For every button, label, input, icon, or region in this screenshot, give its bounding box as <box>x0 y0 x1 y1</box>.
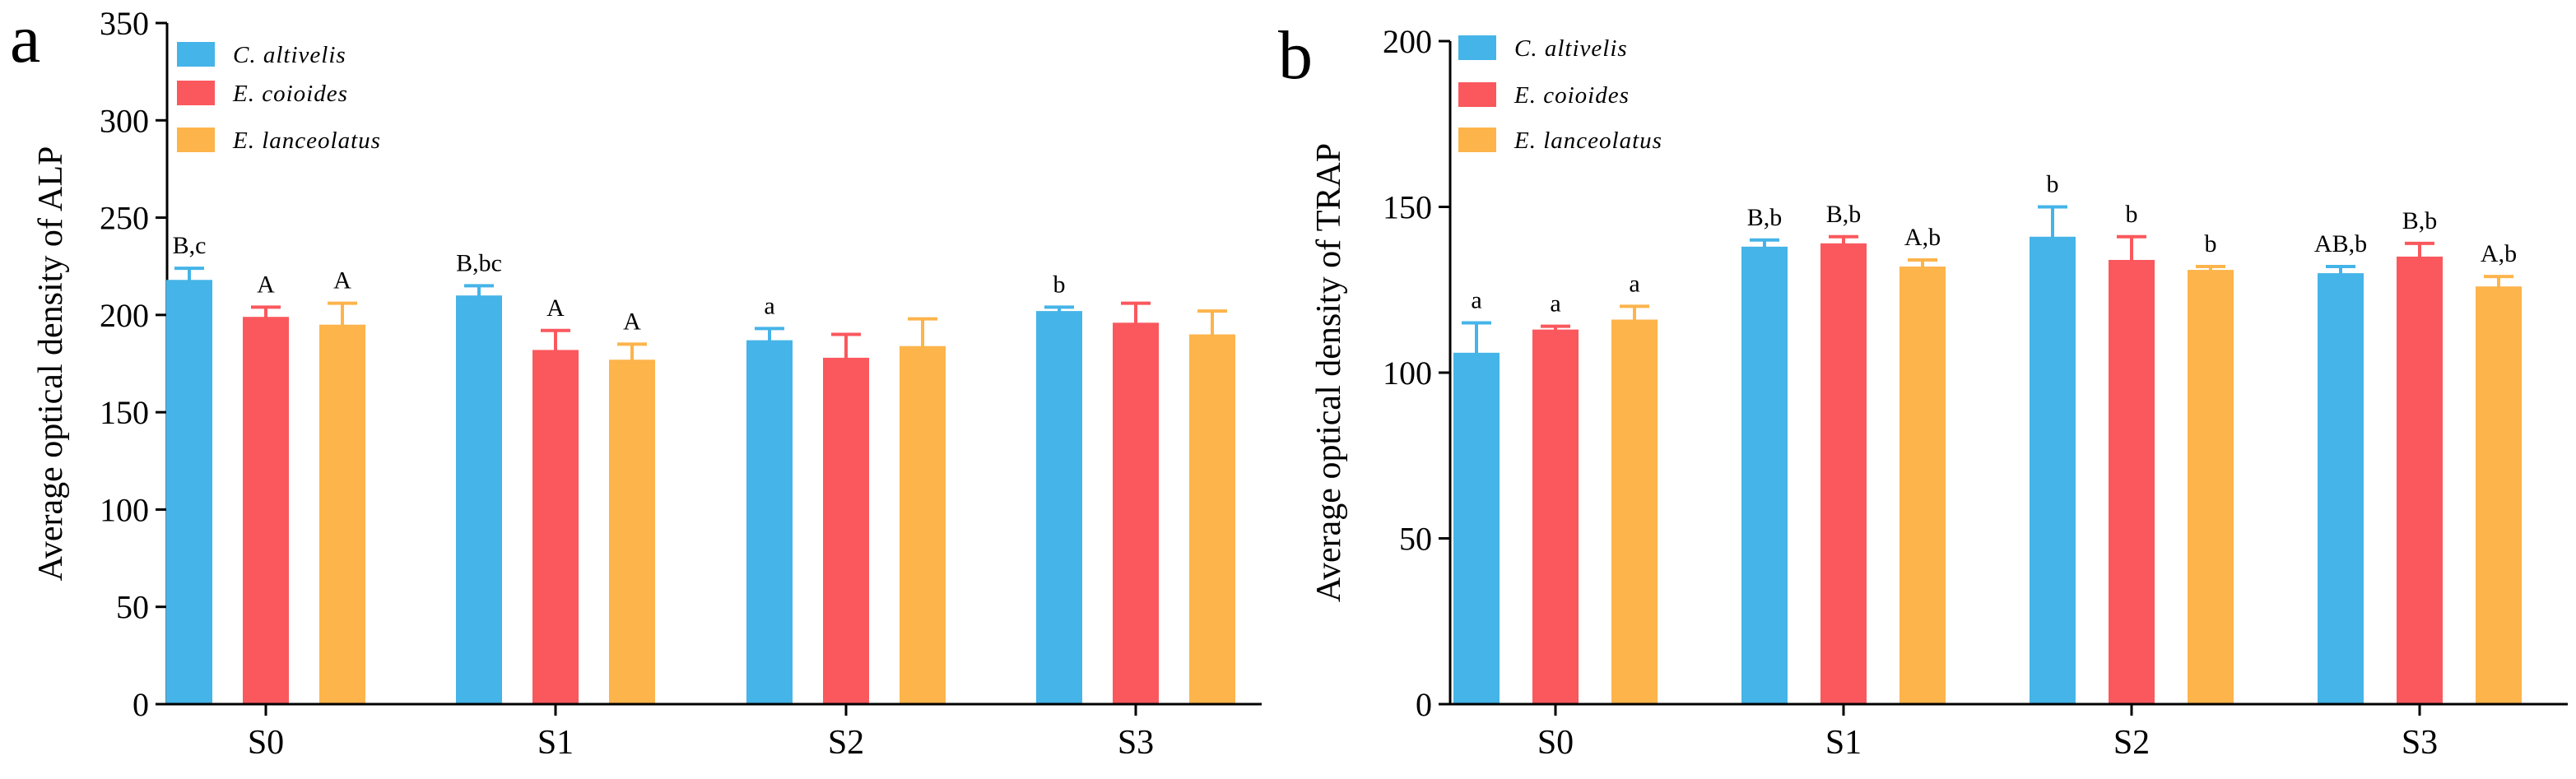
y-tick-label: 50 <box>116 589 149 626</box>
bar <box>2318 273 2364 703</box>
bar <box>823 357 869 703</box>
bar <box>1899 267 1946 703</box>
y-tick-label: 350 <box>100 5 149 42</box>
significance-label: AB,b <box>2314 230 2367 257</box>
bar <box>456 295 502 703</box>
bar <box>1113 322 1159 703</box>
x-tick-label: S1 <box>537 724 574 762</box>
y-tick-label: 250 <box>100 200 149 237</box>
bar <box>166 280 212 703</box>
significance-label: b <box>2205 230 2217 257</box>
legend-label: E. coioides <box>1514 82 1630 109</box>
legend-label: C. altivelis <box>1514 35 1628 62</box>
legend-label: E. lanceolatus <box>232 128 381 154</box>
legend-label: E. lanceolatus <box>1514 128 1662 154</box>
significance-label: B,b <box>1826 201 1862 228</box>
bar <box>2476 286 2522 703</box>
significance-label: b <box>2126 201 2138 228</box>
legend-swatch <box>1458 82 1496 107</box>
significance-label: A,b <box>1904 224 1941 251</box>
bar <box>1532 329 1579 703</box>
bar <box>319 324 365 703</box>
bar <box>746 340 793 703</box>
y-axis-title: Average optical density of ALP <box>32 146 70 582</box>
y-tick-label: 200 <box>100 297 149 334</box>
significance-label: a <box>1629 270 1639 297</box>
x-tick-label: S1 <box>1825 724 1862 762</box>
y-tick-label: 300 <box>100 102 149 139</box>
x-tick-label: S3 <box>1118 724 1154 762</box>
x-tick-label: S2 <box>828 724 864 762</box>
bar <box>1741 246 1788 703</box>
significance-label: B,b <box>1747 204 1783 231</box>
bar <box>900 345 946 703</box>
bar <box>2188 270 2234 703</box>
y-tick-label: 200 <box>1383 23 1432 60</box>
bar <box>609 359 655 703</box>
y-tick-label: 150 <box>1383 189 1432 226</box>
legend-swatch <box>1458 35 1496 60</box>
y-tick-label: 0 <box>1416 686 1432 723</box>
panel-label: b <box>1278 17 1313 94</box>
legend-swatch <box>177 128 215 152</box>
bar <box>1820 243 1867 703</box>
legend: C. altivelis E. coioides E. lanceolatus <box>1458 35 1662 154</box>
x-tick-label: S0 <box>1537 724 1574 762</box>
legend-label: E. coioides <box>232 81 348 107</box>
y-tick-label: 50 <box>1399 521 1432 558</box>
bar <box>1611 319 1658 703</box>
significance-label: B,bc <box>456 249 502 276</box>
significance-label: B,b <box>2402 207 2438 234</box>
legend-label: C. altivelis <box>233 42 346 68</box>
chart-panel-b: b 0 50 100 150 200 Average optical density of … <box>1278 17 2568 762</box>
bar <box>2109 259 2155 703</box>
significance-label: b <box>2047 171 2059 198</box>
legend-swatch <box>1458 128 1496 152</box>
legend: C. altivelis E. coioides E. lanceolatus <box>177 42 381 154</box>
y-tick-label: 100 <box>100 491 149 528</box>
significance-label: a <box>1550 290 1560 318</box>
bar <box>2030 236 2076 703</box>
significance-label: a <box>1471 287 1481 314</box>
bar <box>2397 256 2443 703</box>
significance-label: B,c <box>173 232 207 259</box>
x-tick-label: S3 <box>2402 724 2438 762</box>
bar <box>1453 352 1500 703</box>
panel-label: a <box>10 1 40 77</box>
y-axis-title: Average optical density of TRAP <box>1310 143 1348 602</box>
chart-panel-a: a 0 50 100 150 200 250 300 350 Average optical de… <box>10 1 1262 762</box>
significance-label: A <box>623 308 641 335</box>
y-tick-label: 150 <box>100 394 149 431</box>
bar <box>532 350 579 703</box>
significance-label: a <box>764 292 774 319</box>
bar <box>243 317 289 703</box>
significance-label: A <box>257 271 275 298</box>
bar <box>1189 334 1235 703</box>
x-tick-label: S2 <box>2113 724 2150 762</box>
significance-label: A <box>546 294 565 322</box>
significance-label: b <box>1053 271 1066 298</box>
legend-swatch <box>177 42 215 67</box>
significance-label: A,b <box>2481 240 2517 267</box>
y-tick-label: 100 <box>1383 355 1432 392</box>
x-tick-label: S0 <box>248 724 284 762</box>
significance-label: A <box>333 267 351 294</box>
y-tick-label: 0 <box>133 686 149 723</box>
bar <box>1036 311 1082 703</box>
legend-swatch <box>177 81 215 105</box>
